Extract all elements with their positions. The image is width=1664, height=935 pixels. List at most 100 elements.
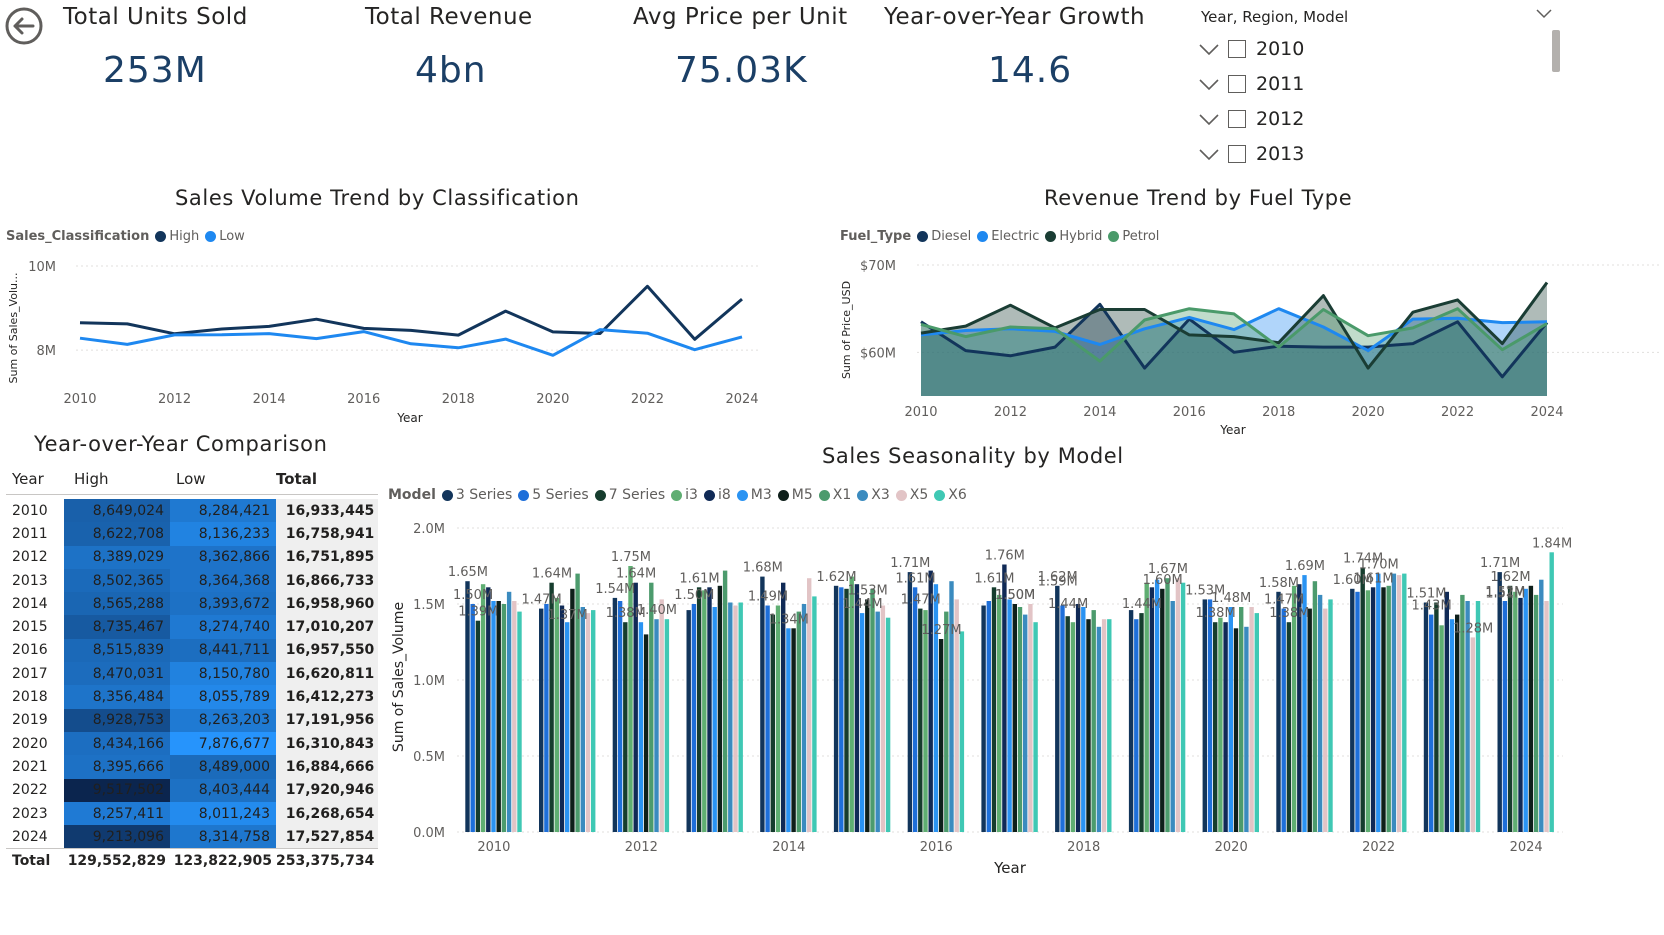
bar-x6[interactable]	[1107, 619, 1112, 832]
slicer-item-2010[interactable]: 2010	[1198, 31, 1304, 66]
matrix-row[interactable]: 2017 8,470,031 8,150,780 16,620,811	[6, 662, 379, 686]
matrix-row[interactable]: 2011 8,622,708 8,136,233 16,758,941	[6, 522, 379, 546]
bar-x1[interactable]	[1239, 607, 1244, 832]
bar-x3[interactable]	[1096, 626, 1102, 832]
bar-3-series[interactable]	[1497, 572, 1502, 832]
bar-x6[interactable]	[1475, 601, 1481, 832]
bar-x5[interactable]	[880, 605, 886, 833]
bar-i3[interactable]	[554, 597, 559, 832]
legend-item-i3[interactable]: i3	[671, 487, 698, 503]
bar-m5[interactable]	[1455, 614, 1460, 832]
legend-item-m5[interactable]: M5	[777, 487, 813, 503]
bar-x1[interactable]	[649, 582, 654, 832]
bar-i8[interactable]	[1223, 622, 1228, 832]
bar-x1[interactable]	[1312, 581, 1318, 832]
bar-7-series[interactable]	[918, 608, 923, 832]
bar-3-series[interactable]	[539, 608, 544, 832]
bar-5-series[interactable]	[1134, 619, 1139, 832]
bar-x1[interactable]	[870, 588, 875, 832]
bar-5-series[interactable]	[1060, 605, 1065, 833]
bar-x3[interactable]	[1317, 594, 1323, 832]
bar-i3[interactable]	[775, 605, 781, 833]
legend-item-7-series[interactable]: 7 Series	[594, 487, 665, 503]
bar-m3[interactable]	[933, 584, 939, 832]
legend-item-x6[interactable]: X6	[934, 487, 967, 503]
bar-x6[interactable]	[664, 619, 670, 832]
series-line-petrol[interactable]	[920, 307, 1548, 363]
bar-x6[interactable]	[1254, 613, 1259, 832]
matrix-row[interactable]: 2012 8,389,029 8,362,866 16,751,895	[6, 545, 379, 569]
checkbox[interactable]	[1228, 39, 1246, 58]
bar-m5[interactable]	[1086, 619, 1091, 832]
bar-i3[interactable]	[997, 594, 1002, 832]
bar-7-series[interactable]	[1139, 613, 1144, 832]
matrix-header-year[interactable]: Year	[12, 470, 44, 488]
matrix-row[interactable]: 2018 8,356,484 8,055,789 16,412,273	[6, 685, 379, 709]
kpi-card-avg-price[interactable]: Avg Price per Unit 75.03K	[625, 0, 855, 100]
bar-x1[interactable]	[1460, 594, 1465, 832]
bar-x6[interactable]	[959, 631, 965, 832]
slicer-item-2011[interactable]: 2011	[1198, 66, 1304, 101]
bar-5-series[interactable]	[986, 601, 991, 832]
bar-m5[interactable]	[1381, 587, 1386, 832]
bar-x3[interactable]	[801, 604, 807, 832]
bar-5-series[interactable]	[544, 604, 549, 832]
chevron-down-icon[interactable]	[1198, 143, 1220, 165]
bar-m3[interactable]	[1154, 579, 1160, 832]
bar-i3[interactable]	[1365, 590, 1371, 832]
bar-i8[interactable]	[1297, 584, 1302, 832]
bar-i8[interactable]	[559, 605, 565, 833]
bar-x1[interactable]	[1017, 607, 1023, 832]
bar-x1[interactable]	[575, 573, 580, 832]
bar-x3[interactable]	[506, 591, 512, 832]
bar-3-series[interactable]	[907, 572, 913, 832]
bar-m3[interactable]	[565, 622, 570, 832]
bar-5-series[interactable]	[470, 604, 475, 832]
bar-m3[interactable]	[491, 601, 496, 832]
bar-m5[interactable]	[1528, 585, 1534, 832]
bar-i3[interactable]	[702, 590, 707, 832]
series-area-hybrid[interactable]	[921, 282, 1547, 397]
bar-m5[interactable]	[717, 585, 723, 832]
bar-i3[interactable]	[1513, 591, 1518, 832]
kpi-card-yoy-growth[interactable]: Year-over-Year Growth 14.6	[878, 0, 1178, 100]
bar-m5[interactable]	[865, 599, 870, 832]
bar-7-series[interactable]	[475, 620, 481, 832]
bar-7-series[interactable]	[1360, 567, 1365, 833]
chevron-down-icon[interactable]	[1536, 8, 1552, 20]
bar-x5[interactable]	[1323, 608, 1328, 832]
series-line-diesel[interactable]	[920, 302, 1549, 379]
bar-x6[interactable]	[1033, 622, 1038, 832]
bar-i8[interactable]	[854, 584, 860, 832]
bar-3-series[interactable]	[612, 597, 618, 832]
bar-m5[interactable]	[1307, 608, 1312, 832]
slicer-scrollbar[interactable]	[1552, 30, 1560, 72]
bar-i8[interactable]	[1002, 564, 1007, 833]
bar-x3[interactable]	[728, 602, 733, 833]
bar-m5[interactable]	[1012, 604, 1017, 832]
bar-7-series[interactable]	[1286, 622, 1292, 832]
bar-x3[interactable]	[1023, 614, 1028, 832]
matrix-row[interactable]: 2015 8,735,467 8,274,740 17,010,207	[6, 615, 379, 639]
bar-5-series[interactable]	[839, 587, 844, 832]
bar-7-series[interactable]	[1065, 616, 1070, 832]
checkbox[interactable]	[1228, 74, 1246, 93]
bar-3-series[interactable]	[1128, 610, 1134, 832]
bar-5-series[interactable]	[1429, 614, 1434, 832]
bar-3-series[interactable]	[981, 605, 986, 833]
bar-i3[interactable]	[1291, 585, 1297, 832]
bar-x3[interactable]	[1244, 626, 1249, 832]
bar-5-series[interactable]	[1207, 599, 1213, 832]
bar-m3[interactable]	[859, 613, 865, 832]
bar-x5[interactable]	[1470, 637, 1475, 832]
bar-x3[interactable]	[1170, 601, 1175, 832]
bar-m3[interactable]	[786, 628, 791, 832]
matrix-header-high[interactable]: High	[74, 470, 109, 488]
legend-item-3-series[interactable]: 3 Series	[441, 487, 512, 503]
legend-item-i8[interactable]: i8	[703, 487, 731, 503]
bar-i8[interactable]	[928, 570, 933, 832]
bar-x3[interactable]	[1539, 579, 1544, 832]
bar-m3[interactable]	[712, 607, 717, 832]
matrix-row[interactable]: 2014 8,565,288 8,393,672 16,958,960	[6, 592, 379, 616]
bar-m3[interactable]	[1376, 573, 1381, 832]
